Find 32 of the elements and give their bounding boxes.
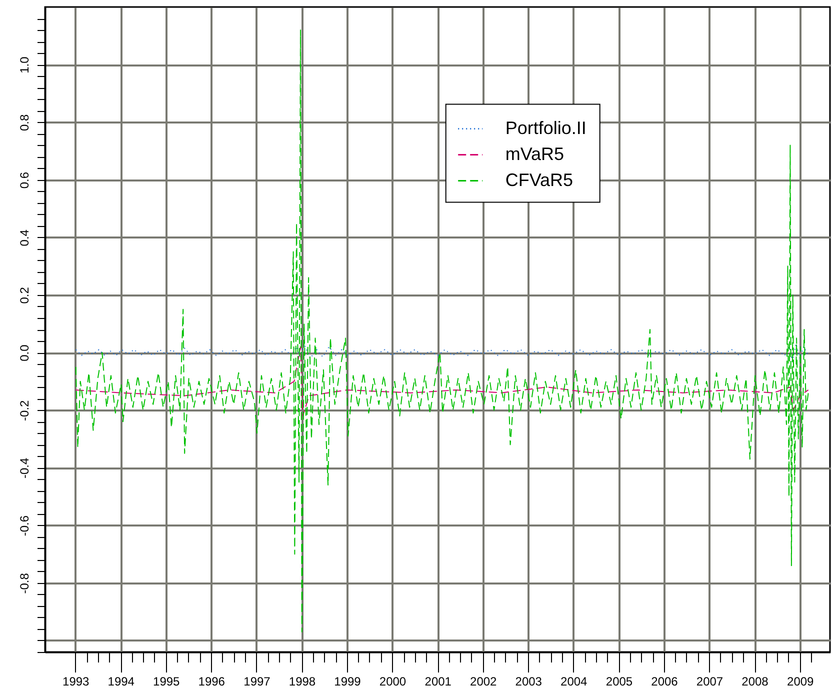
x-tick-label: 1994 — [108, 674, 135, 688]
x-tick-label: 1998 — [288, 674, 316, 688]
y-tick-label: 0.0 — [18, 344, 32, 362]
x-tick-label: 2001 — [424, 674, 452, 688]
y-tick-label: -0.2 — [18, 400, 32, 421]
y-tick-label: -0.6 — [18, 515, 32, 536]
x-tick-label: 1997 — [244, 674, 271, 688]
x-tick-label: 2006 — [651, 674, 678, 688]
x-tick-label: 1995 — [153, 674, 180, 688]
y-tick-label: 0.4 — [18, 229, 32, 246]
x-tick-label: 1996 — [198, 674, 226, 688]
y-tick-label: 0.8 — [18, 114, 32, 132]
x-tick-label: 2004 — [560, 674, 588, 688]
line-series — [75, 346, 809, 416]
y-tick-label: 0.2 — [18, 286, 32, 304]
line-series — [75, 30, 809, 632]
x-tick-label: 2009 — [787, 674, 814, 688]
legend-label: CFVaR5 — [505, 170, 574, 190]
x-tick-label: 2008 — [742, 674, 769, 688]
x-tick-label: 1993 — [62, 674, 90, 688]
x-tick-label: 2005 — [606, 674, 633, 688]
legend-label: mVaR5 — [505, 144, 564, 164]
x-tick-label: 2002 — [470, 674, 498, 688]
y-tick-label: -0.8 — [18, 572, 32, 594]
x-tick-label: 2000 — [379, 674, 406, 688]
x-tick-label: 1999 — [334, 674, 362, 688]
legend-label: Portfolio.II — [505, 118, 586, 138]
x-tick-label: 2007 — [696, 674, 724, 688]
y-tick-label: 1.0 — [18, 56, 32, 74]
y-tick-label: -0.4 — [18, 458, 32, 479]
y-tick-label: 0.6 — [18, 172, 32, 189]
x-tick-label: 2003 — [515, 674, 542, 688]
